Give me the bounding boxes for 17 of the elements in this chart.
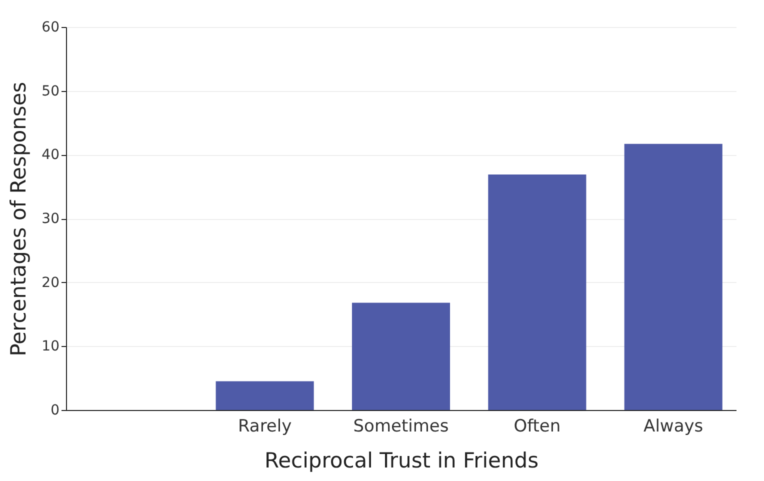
y-tick-label: 40 — [42, 147, 60, 164]
y-tick-label: 0 — [50, 402, 60, 418]
y-tick-label: 10 — [42, 338, 60, 355]
y-tick-label: 60 — [42, 20, 60, 36]
x-axis-title: Reciprocal Trust in Friends — [264, 448, 539, 472]
x-tick-label: Always — [644, 416, 704, 436]
y-tick-label: 50 — [42, 83, 60, 100]
bar — [216, 381, 314, 410]
x-tick-label: Often — [514, 416, 561, 436]
x-tick-label: Sometimes — [353, 416, 449, 436]
x-tick-label: Rarely — [238, 416, 292, 436]
y-axis-title: Percentages of Responses — [6, 82, 31, 356]
bar — [624, 144, 722, 410]
bar — [352, 302, 450, 410]
y-tick-label: 20 — [42, 274, 60, 291]
bar — [488, 174, 586, 410]
y-tick-label: 30 — [42, 211, 60, 227]
